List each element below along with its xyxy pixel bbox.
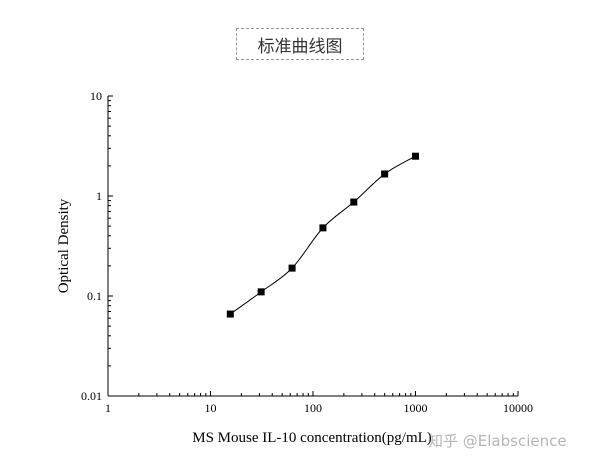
- x-tick-label: 100: [304, 401, 322, 415]
- watermark: 知乎 @Elabscience: [428, 432, 567, 450]
- points-layer: [226, 152, 419, 318]
- chart-title: 标准曲线图: [236, 28, 364, 60]
- data-point: [319, 224, 327, 232]
- y-tick-label: 0.01: [81, 389, 102, 403]
- axes: [107, 96, 518, 397]
- x-tick-label: 10000: [503, 401, 533, 415]
- y-tick-label: 1: [96, 189, 102, 203]
- x-tick-label: 1000: [404, 401, 428, 415]
- data-point: [226, 310, 234, 318]
- data-point: [350, 198, 358, 206]
- data-point: [257, 288, 265, 296]
- y-tick-label: 10: [90, 89, 102, 103]
- data-point: [288, 264, 296, 272]
- ticks: 1 10 100 1000 10000 0.01 0.1 1 10: [81, 89, 533, 415]
- y-tick-label: 0.1: [87, 289, 102, 303]
- y-axis-label: Optical Density: [56, 198, 72, 293]
- x-tick-label: 1: [105, 401, 111, 415]
- data-point: [381, 170, 389, 178]
- data-point: [412, 152, 419, 160]
- x-tick-label: 10: [205, 401, 217, 415]
- x-axis-label: MS Mouse IL-10 concentration(pg/mL): [192, 430, 432, 446]
